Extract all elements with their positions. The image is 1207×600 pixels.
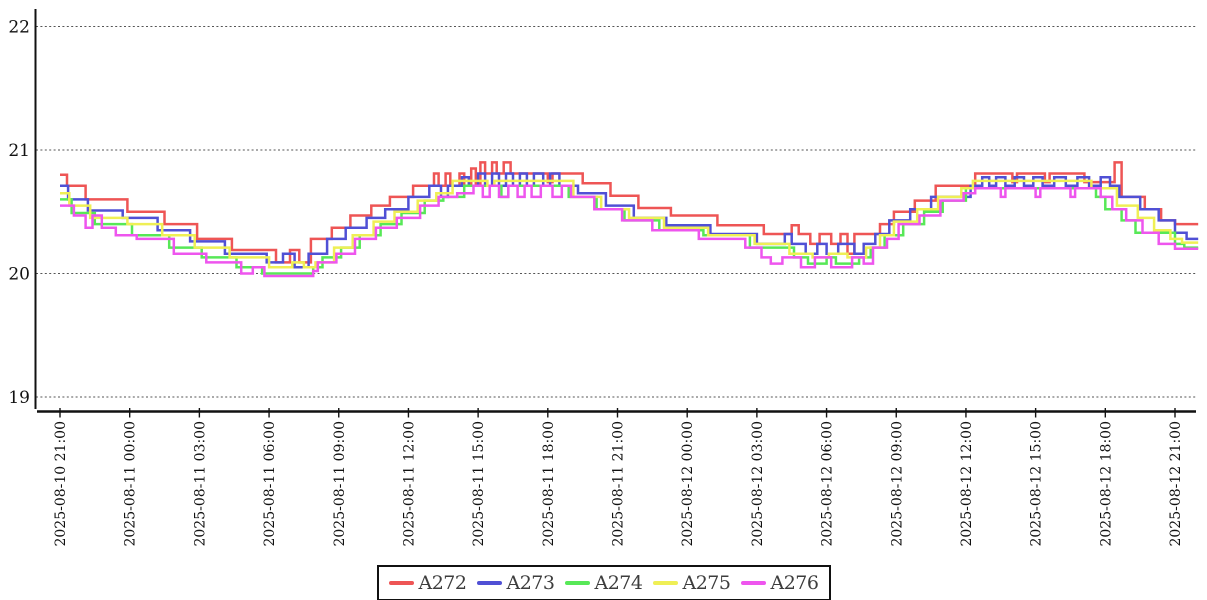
x-axis-tick-label: 2025-08-11 15:00 [471,421,487,547]
x-axis-tick-label: 2025-08-11 09:00 [332,421,348,547]
legend-label-A276: A276 [770,571,820,594]
x-axis-tick-label: 2025-08-11 00:00 [123,421,139,547]
legend-label-A272: A272 [418,571,468,594]
series-line-A275 [60,179,1199,269]
x-axis-tick-label: 2025-08-11 21:00 [611,421,627,547]
legend-item-A275[interactable]: A275 [652,571,732,594]
x-axis-tick-label: 2025-08-12 15:00 [1029,421,1045,547]
legend: A272 A273 A274 A275 A276 [376,565,831,600]
y-axis-tick-label: 20 [8,265,30,285]
legend-swatch-A274 [564,581,590,585]
x-axis-tick-label: 2025-08-12 09:00 [889,421,905,547]
x-axis-tick-label: 2025-08-12 00:00 [680,421,696,547]
legend-item-A274[interactable]: A274 [564,571,644,594]
x-axis-tick-label: 2025-08-11 18:00 [541,421,557,547]
x-axis-tick-label: 2025-08-11 03:00 [192,421,208,547]
legend-item-A276[interactable]: A276 [740,571,820,594]
legend-item-A273[interactable]: A273 [476,571,556,594]
x-axis-tick-label: 2025-08-12 06:00 [820,421,836,547]
legend-label-A273: A273 [506,571,556,594]
legend-item-A272[interactable]: A272 [388,571,468,594]
x-axis-tick-label: 2025-08-12 18:00 [1098,421,1114,547]
y-axis-tick-label: 21 [8,141,30,161]
x-axis-tick-label: 2025-08-10 21:00 [53,421,69,547]
series-line-A276 [60,184,1199,278]
x-axis-tick-label: 2025-08-12 03:00 [750,421,766,547]
y-axis-tick-label: 22 [8,18,30,38]
legend-swatch-A272 [388,581,414,585]
x-axis-tick-label: 2025-08-11 06:00 [262,421,278,547]
x-axis-tick-label: 2025-08-12 12:00 [959,421,975,547]
legend-swatch-A276 [740,581,766,585]
x-axis-tick-label: 2025-08-11 12:00 [401,421,417,547]
legend-swatch-A275 [652,581,678,585]
y-axis-tick-label: 19 [8,388,30,408]
legend-label-A275: A275 [682,571,732,594]
legend-label-A274: A274 [594,571,644,594]
series-line-A274 [60,184,1199,275]
legend-swatch-A273 [476,581,502,585]
x-axis-tick-label: 2025-08-12 21:00 [1168,421,1184,547]
